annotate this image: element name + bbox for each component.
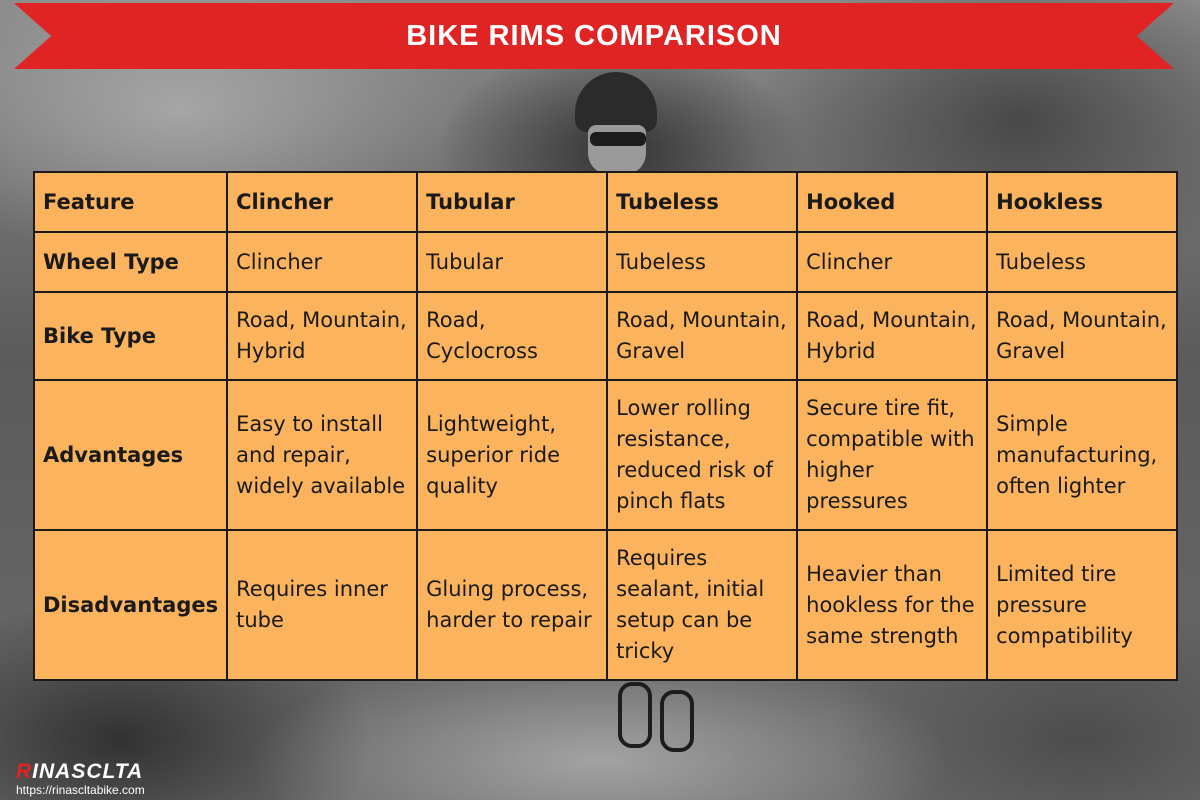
table-cell: Easy to install and repair, widely avail… — [226, 379, 419, 531]
header-cell: Clincher — [226, 171, 419, 233]
comparison-table: Feature Clincher Tubular Tubeless Hooked… — [32, 171, 1179, 681]
table-cell: Simple manufacturing, often lighter — [986, 379, 1179, 531]
logo-text: INASCLTA — [32, 760, 144, 783]
table-cell: Requires inner tube — [226, 529, 419, 681]
page-title: BIKE RIMS COMPARISON — [406, 19, 782, 52]
brand-logo: RINASCLTA — [16, 760, 143, 784]
table-cell: Clincher — [796, 231, 989, 293]
table-row: Bike Type Road, Mountain, Hybrid Road, C… — [32, 291, 1179, 381]
table-row: Disadvantages Requires inner tube Gluing… — [32, 529, 1179, 681]
table-cell: Gluing process, harder to repair — [416, 529, 609, 681]
table-cell: Clincher — [226, 231, 419, 293]
header-cell: Tubeless — [606, 171, 799, 233]
row-label: Disadvantages — [32, 529, 229, 681]
table-cell: Road, Mountain, Hybrid — [796, 291, 989, 381]
table-header-row: Feature Clincher Tubular Tubeless Hooked… — [32, 171, 1179, 233]
header-cell: Hookless — [986, 171, 1179, 233]
table-cell: Tubeless — [986, 231, 1179, 293]
header-cell: Tubular — [416, 171, 609, 233]
header-cell: Hooked — [796, 171, 989, 233]
table-cell: Road, Mountain, Gravel — [606, 291, 799, 381]
table-cell: Heavier than hookless for the same stren… — [796, 529, 989, 681]
header-cell: Feature — [32, 171, 229, 233]
row-label: Bike Type — [32, 291, 229, 381]
cyclist-sunglasses — [590, 132, 646, 146]
table-cell: Limited tire pressure compatibility — [986, 529, 1179, 681]
row-label: Advantages — [32, 379, 229, 531]
table-cell: Secure tire fit, compatible with higher … — [796, 379, 989, 531]
bike-wheel-front — [618, 682, 652, 748]
bike-wheel-rear — [660, 690, 694, 752]
logo-url: https://rinascltabike.com — [16, 783, 145, 797]
table-cell: Road, Cyclocross — [416, 291, 609, 381]
cyclist-helmet — [575, 72, 657, 132]
table-cell: Tubeless — [606, 231, 799, 293]
table-cell: Lower rolling resistance, reduced risk o… — [606, 379, 799, 531]
title-banner: BIKE RIMS COMPARISON — [14, 3, 1174, 69]
table-row: Wheel Type Clincher Tubular Tubeless Cli… — [32, 231, 1179, 293]
table-cell: Road, Mountain, Gravel — [986, 291, 1179, 381]
row-label: Wheel Type — [32, 231, 229, 293]
table-cell: Lightweight, superior ride quality — [416, 379, 609, 531]
logo-first-letter: R — [16, 760, 33, 783]
table-cell: Tubular — [416, 231, 609, 293]
table-cell: Road, Mountain, Hybrid — [226, 291, 419, 381]
table-row: Advantages Easy to install and repair, w… — [32, 379, 1179, 531]
table-cell: Requires sealant, initial setup can be t… — [606, 529, 799, 681]
